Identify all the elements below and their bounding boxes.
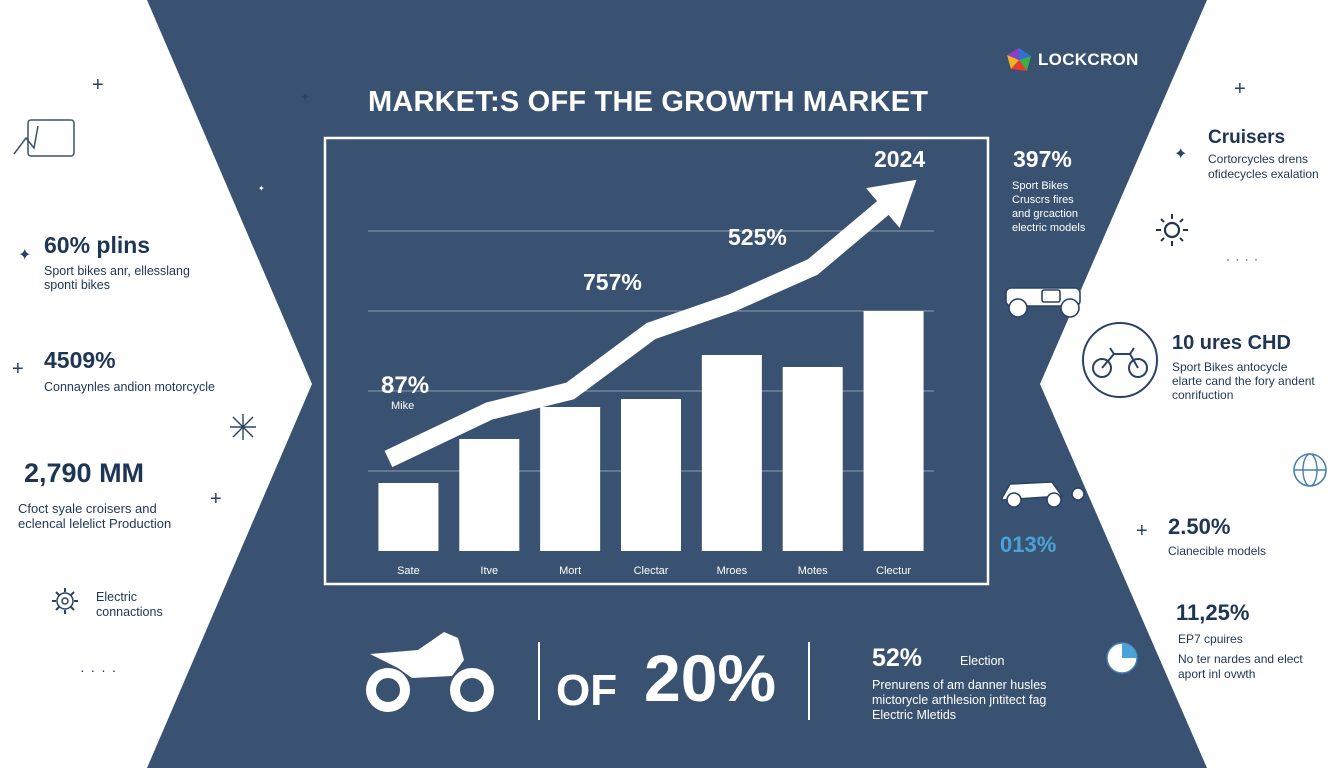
left-stat-1-line-1: Sport bikes anr, ellesslang — [44, 264, 190, 278]
brand-logo-icon — [1007, 48, 1031, 71]
chart-year-label: 2024 — [874, 146, 926, 172]
bottom-pct: 52% — [872, 644, 923, 672]
plus-icon: + — [1136, 520, 1148, 542]
brand-name: LOCKCRON — [1038, 50, 1139, 69]
chart-bar — [863, 311, 924, 551]
right-stat-7-desc: No ter nardes and elect aport inl ovwth — [1178, 652, 1303, 682]
x-tick-label: Clectar — [634, 565, 669, 577]
of-label: OF — [556, 666, 618, 715]
chart-bar — [378, 483, 439, 551]
divider — [538, 642, 540, 720]
sun-icon — [1156, 214, 1188, 246]
brand: LOCKCRON — [1006, 46, 1139, 74]
dots-decoration: · · · · — [80, 662, 118, 678]
bottom-desc-line-3: Electric Mletids — [872, 708, 957, 722]
right-stat-2-line-1: Cortorcycles drens — [1208, 152, 1309, 166]
left-stat-3-desc: Cfoct syale croisers and eclencal leleli… — [18, 501, 171, 531]
chart-card-icon — [13, 119, 75, 157]
x-tick-label: Itve — [480, 565, 498, 577]
left-stat-1-desc: Sport bikes anr, ellesslang sponti bikes — [44, 264, 190, 292]
right-stat-5-value: 2.50% — [1168, 514, 1231, 539]
gear-icon — [52, 588, 78, 614]
vehicle-icon — [1001, 481, 1085, 508]
right-stat-3-desc: Sport Bikes antocycle elarte cand the fo… — [1172, 360, 1315, 402]
right-stat-1-line-2: Cruscrs fires — [1012, 194, 1074, 206]
x-tick-label: Sate — [397, 565, 420, 577]
navy-panel — [147, 0, 1207, 768]
chart-annotation-525: 525% — [728, 224, 787, 250]
bottom-desc-line-1: Prenurens of am danner husles — [872, 678, 1047, 692]
pie-icon — [1106, 642, 1138, 674]
page-title: MARKET:S OFF THE GROWTH MARKET — [368, 86, 929, 118]
globe-icon — [1293, 453, 1327, 487]
bottom-desc-line-2: mictorycle arthlesion jntitect fag — [872, 693, 1047, 707]
right-stat-5-desc: Cianecible models — [1168, 544, 1267, 558]
right-stat-3-line-2: elarte cand the fory andent — [1172, 374, 1315, 388]
left-stat-2-desc: Connaynles andion motorcycle — [44, 380, 215, 394]
left-stat-1-value: 60% plins — [44, 232, 151, 258]
left-stat-3-line-1: Cfoct syale croisers and — [18, 501, 157, 516]
left-stat-2-value: 4509% — [44, 347, 116, 373]
right-stat-4-value: 013% — [1000, 532, 1057, 557]
right-stat-2-value: Cruisers — [1208, 127, 1286, 148]
x-tick-label: Motes — [798, 565, 828, 577]
sparkle-icon: ✦ — [300, 90, 311, 104]
snowflake-icon — [230, 414, 256, 440]
atv-icon — [1005, 287, 1081, 318]
right-stat-7-line-1: No ter nardes and elect — [1178, 652, 1303, 666]
plus-icon: + — [210, 488, 222, 510]
electric-line-2: connactions — [96, 605, 163, 619]
chart-bar — [621, 399, 681, 551]
chart-bar — [540, 407, 601, 551]
right-stat-2-desc: Cortorcycles drens ofidecycles exalation — [1208, 152, 1319, 182]
left-stat-3-line-2: eclencal lelelict Production — [18, 516, 172, 531]
chart-annotation-87: 87% — [381, 372, 430, 399]
divider — [808, 642, 810, 720]
right-stat-1-line-1: Sport Bikes — [1012, 180, 1069, 192]
dots-decoration: · · · · — [1226, 252, 1259, 266]
sparkle-icon: ✦ — [1174, 146, 1188, 163]
right-stat-6-desc: EP7 cpuires — [1178, 632, 1243, 646]
plus-icon: + — [1234, 78, 1246, 100]
x-tick-label: Clectur — [876, 565, 911, 577]
right-stat-2-line-2: ofidecycles exalation — [1208, 167, 1319, 181]
right-stat-6-value: 11,25% — [1176, 600, 1250, 625]
right-stat-7-line-2: aport inl ovwth — [1178, 667, 1256, 681]
chart-annotation-sub: Mike — [391, 400, 415, 412]
trend-arrow-head — [866, 179, 917, 228]
big-percentage: 20% — [644, 641, 777, 715]
x-tick-label: Mroes — [717, 565, 748, 577]
plus-icon: + — [12, 358, 24, 380]
chart-bar — [459, 439, 520, 551]
x-tick-label: Mort — [559, 565, 581, 577]
left-stat-1-line-2: sponti bikes — [44, 278, 111, 292]
bottom-desc: Prenurens of am danner husles mictorycle… — [872, 678, 1046, 723]
right-stat-3-value: 10 ures CHD — [1172, 332, 1291, 354]
chart-bar — [701, 355, 762, 551]
right-stat-3-line-1: Sport Bikes antocycle — [1172, 360, 1288, 374]
right-stat-1-line-4: electric models — [1012, 222, 1086, 234]
motorcycle-icon — [366, 632, 494, 712]
right-stat-3-line-3: conrifuction — [1172, 388, 1234, 402]
sparkle-icon: ✦ — [258, 184, 265, 193]
chart-frame — [323, 136, 990, 586]
right-stat-1-desc: Sport Bikes Cruscrs fires and grcaction … — [1012, 179, 1085, 235]
right-stat-1-value: 397% — [1013, 146, 1072, 172]
chart-annotation-757: 757% — [583, 269, 642, 295]
plus-icon: ✦ — [18, 247, 32, 264]
electric-line-1: Electric — [96, 590, 137, 604]
left-stat-3-value: 2,790 MM — [24, 458, 145, 488]
plus-icon: + — [92, 74, 104, 96]
trend-arrow-line — [384, 192, 900, 468]
left-stat-2-line-1: Connaynles andion motorcycle — [44, 380, 215, 394]
electric-connections-label: Electric connactions — [96, 590, 163, 620]
bottom-pct-label: Election — [960, 654, 1005, 668]
chart-bar — [782, 367, 843, 551]
motorcycle-circle-icon — [1082, 322, 1158, 398]
right-stat-1-line-3: and grcaction — [1012, 208, 1079, 220]
